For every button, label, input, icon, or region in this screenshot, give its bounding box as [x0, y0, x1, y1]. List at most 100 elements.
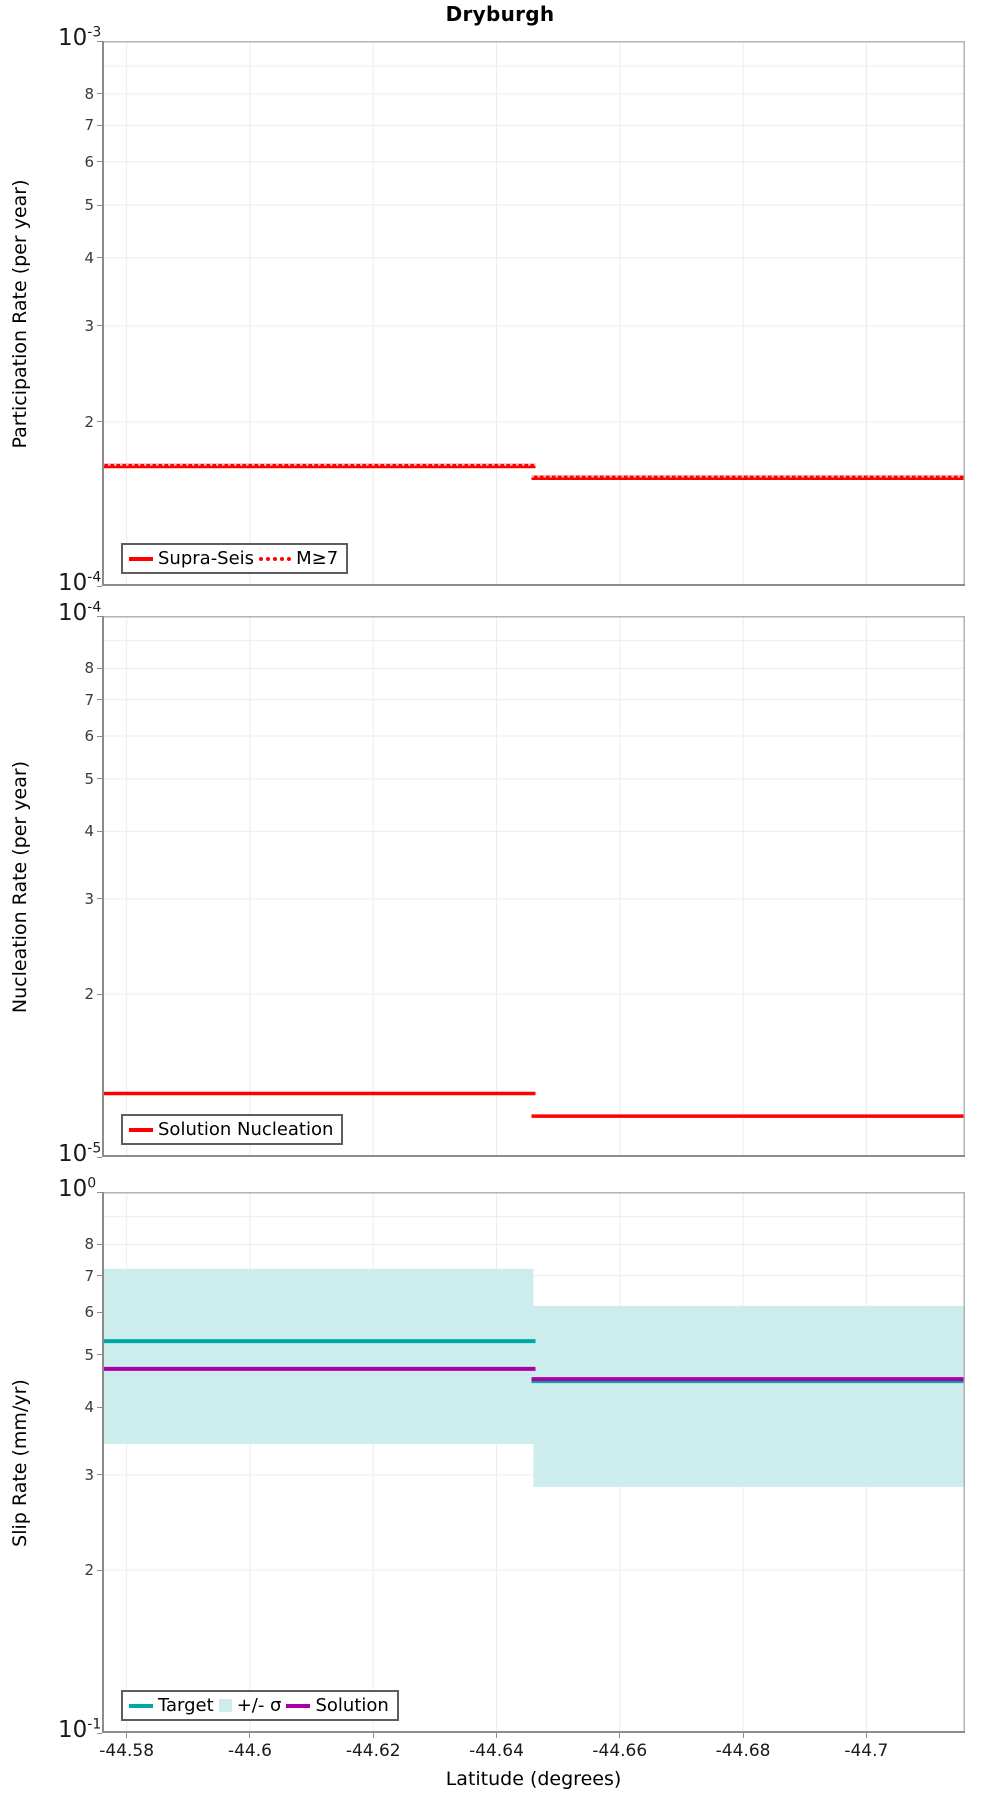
- y-tick-mark: [97, 1156, 102, 1158]
- y-tick-mark: [97, 1569, 102, 1571]
- y-tick-mark: [97, 778, 102, 780]
- y-axis-power-label: 10-4: [58, 569, 102, 596]
- y-tick-label: 3: [84, 1465, 94, 1484]
- y-tick-label: 7: [84, 1266, 94, 1285]
- panel-border: [102, 616, 965, 1157]
- y-tick-mark: [97, 124, 102, 126]
- y-tick-mark: [97, 1275, 102, 1277]
- plot-area-participation: [102, 41, 965, 586]
- y-axis-power-label: 100: [58, 1175, 97, 1202]
- gridlines: [102, 41, 965, 586]
- panel-border: [102, 1192, 965, 1733]
- y-axis-power-label: 10-5: [58, 1140, 102, 1167]
- x-tick-mark: [126, 1733, 128, 1738]
- legend-nucleation: Solution Nucleation: [121, 1114, 344, 1145]
- y-tick-label: 4: [84, 822, 94, 841]
- x-tick-label: -44.64: [469, 1741, 524, 1761]
- y-tick-mark: [97, 898, 102, 900]
- y-tick-label: 3: [84, 316, 94, 335]
- y-tick-label: 6: [84, 1303, 94, 1322]
- y-tick-mark: [97, 1191, 102, 1193]
- y-tick-label: 6: [84, 152, 94, 171]
- y-tick-label: 3: [84, 889, 94, 908]
- y-tick-mark: [97, 1732, 102, 1734]
- legend-label: Solution: [315, 1695, 389, 1716]
- legend-label: Target: [158, 1695, 214, 1716]
- y-tick-mark: [97, 1243, 102, 1245]
- y-tick-mark: [97, 830, 102, 832]
- x-tick-label: -44.6: [227, 1741, 272, 1761]
- y-tick-mark: [97, 1406, 102, 1408]
- y-tick-label: 5: [84, 769, 94, 788]
- x-tick-label: -44.68: [715, 1741, 771, 1761]
- plot-area-slip-rate: [102, 1192, 965, 1733]
- x-axis-label: Latitude (degrees): [445, 1768, 622, 1790]
- panel-border: [102, 41, 965, 586]
- x-tick-label: -44.58: [99, 1741, 155, 1761]
- series-target-line: [102, 1339, 965, 1384]
- y-axis-power-label: 10-3: [58, 24, 102, 51]
- x-tick-label: -44.62: [345, 1741, 401, 1761]
- y-tick-mark: [97, 1354, 102, 1356]
- series-solution-nucleation-line: [102, 1091, 965, 1118]
- plot-area-nucleation: [102, 616, 965, 1157]
- legend-line-swatch: [129, 556, 153, 561]
- y-tick-mark: [97, 1474, 102, 1476]
- y-tick-mark: [97, 325, 102, 327]
- x-tick-mark: [742, 1733, 744, 1738]
- y-tick-label: 7: [84, 116, 94, 135]
- y-tick-label: 2: [84, 1561, 94, 1580]
- y-tick-mark: [97, 421, 102, 423]
- legend-label: M≥7: [296, 548, 339, 569]
- y-tick-label: 6: [84, 727, 94, 746]
- y-tick-mark: [97, 993, 102, 995]
- y-tick-label: 8: [84, 659, 94, 678]
- legend-label: Supra-Seis: [158, 548, 255, 569]
- y-tick-mark: [97, 161, 102, 163]
- legend-patch-swatch: [218, 1699, 232, 1712]
- panel-nucleation: 8 7 6 5 4 3 2 10-4 10-5 Nucleation Rate (per year…: [9, 600, 965, 1167]
- y-tick-mark: [97, 204, 102, 206]
- y-tick-label: 2: [84, 412, 94, 431]
- x-tick-mark: [496, 1733, 497, 1738]
- series-supra-seis-line: [102, 463, 965, 480]
- uncertainty-band: [102, 1268, 965, 1487]
- x-tick-mark: [865, 1733, 867, 1738]
- y-tick-mark: [97, 93, 102, 95]
- y-tick-label: 8: [84, 1235, 94, 1254]
- y-tick-mark: [97, 257, 102, 259]
- panel-slip-rate: 8 7 6 5 4 3 2 100 10-1 Slip Rate (mm/yr) Target +/-…: [9, 1176, 965, 1743]
- x-tick-mark: [372, 1733, 374, 1738]
- panel-participation: 8 7 6 5 4 3 2 10-3 10-4 Participation Rate (per y…: [9, 25, 965, 596]
- legend-line-swatch: [259, 556, 292, 561]
- y-tick-label: 8: [84, 84, 94, 103]
- legend-label: Solution Nucleation: [158, 1119, 334, 1140]
- x-tick-mark: [619, 1733, 621, 1738]
- y-tick-label: 5: [84, 196, 94, 215]
- y-tick-label: 2: [84, 985, 94, 1004]
- y-tick-mark: [97, 615, 102, 617]
- y-axis-power-label: 10-1: [58, 1716, 102, 1743]
- y-tick-label: 4: [84, 248, 94, 267]
- x-tick-label: -44.66: [592, 1741, 648, 1761]
- y-tick-label: 5: [84, 1345, 94, 1364]
- y-axis-title-nucleation: Nucleation Rate (per year): [9, 760, 31, 1013]
- legend-line-swatch: [129, 1127, 153, 1132]
- x-tick-label: -44.7: [844, 1741, 889, 1761]
- y-tick-mark: [97, 735, 102, 737]
- y-tick-mark: [97, 667, 102, 669]
- y-axis-power-label: 10-4: [58, 599, 102, 626]
- y-tick-mark: [97, 1311, 102, 1313]
- y-tick-mark: [97, 40, 102, 42]
- y-axis-title-slip-rate: Slip Rate (mm/yr): [9, 1378, 31, 1547]
- series-m-7-line: [102, 463, 965, 478]
- legend-slip-rate: Target +/- σ Solution: [121, 1690, 399, 1721]
- chart-title: Dryburgh: [445, 2, 555, 26]
- legend-line-swatch: [286, 1703, 311, 1708]
- gridlines: [102, 616, 965, 1157]
- y-tick-label: 4: [84, 1398, 94, 1417]
- y-tick-label: 7: [84, 690, 94, 709]
- legend-label: +/- σ: [236, 1695, 282, 1716]
- legend-participation: Supra-Seis M≥7: [121, 543, 349, 574]
